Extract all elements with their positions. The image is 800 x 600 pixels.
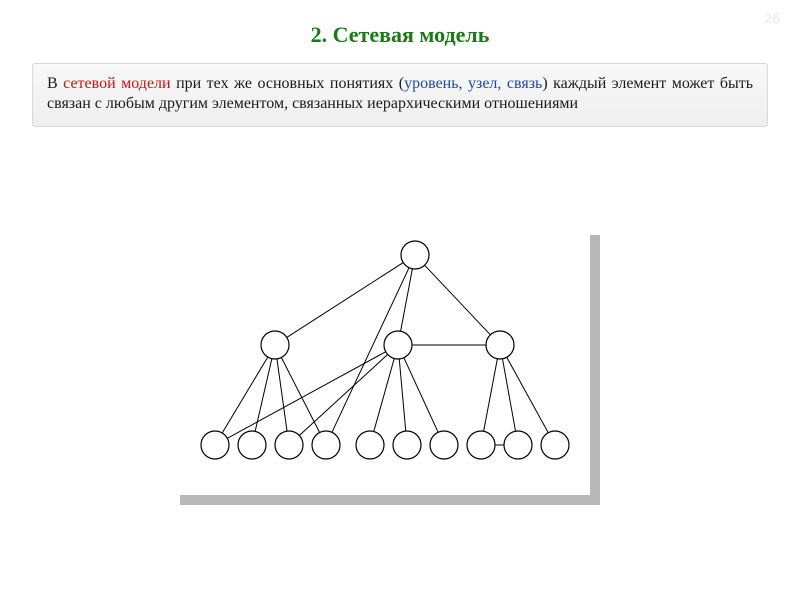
description-box: В сетевой модели при тех же основных пон… (32, 63, 768, 127)
node (467, 431, 495, 459)
edge (281, 357, 319, 432)
node (312, 431, 340, 459)
node (261, 331, 289, 359)
edge (484, 359, 498, 431)
edge (374, 358, 394, 431)
network-diagram (160, 215, 600, 505)
panel-shadow-bottom (180, 495, 600, 505)
node (384, 331, 412, 359)
node (238, 431, 266, 459)
page-title: 2. Сетевая модель (0, 0, 800, 49)
edge (299, 354, 387, 435)
node (356, 431, 384, 459)
edge (227, 352, 385, 439)
network-svg (160, 215, 590, 495)
edge (255, 359, 272, 432)
panel-shadow-right (590, 235, 600, 505)
node (541, 431, 569, 459)
node (504, 431, 532, 459)
node (201, 431, 229, 459)
node (393, 431, 421, 459)
edge (401, 269, 413, 331)
title-text: 2. Сетевая модель (311, 22, 490, 47)
node (275, 431, 303, 459)
edge (399, 359, 405, 431)
desc-pre: В (47, 75, 63, 92)
edge (425, 265, 491, 335)
edge (404, 358, 438, 433)
edge (507, 357, 549, 432)
edge (277, 359, 287, 431)
edge (287, 263, 403, 338)
desc-terms: уровень, узел, связь (404, 75, 542, 92)
page-number: 26 (764, 10, 780, 26)
node (486, 331, 514, 359)
edge (222, 357, 268, 433)
desc-hl1: сетевой модели (63, 75, 170, 92)
node (430, 431, 458, 459)
desc-mid1: при тех же основных понятиях ( (171, 75, 405, 92)
node (401, 241, 429, 269)
